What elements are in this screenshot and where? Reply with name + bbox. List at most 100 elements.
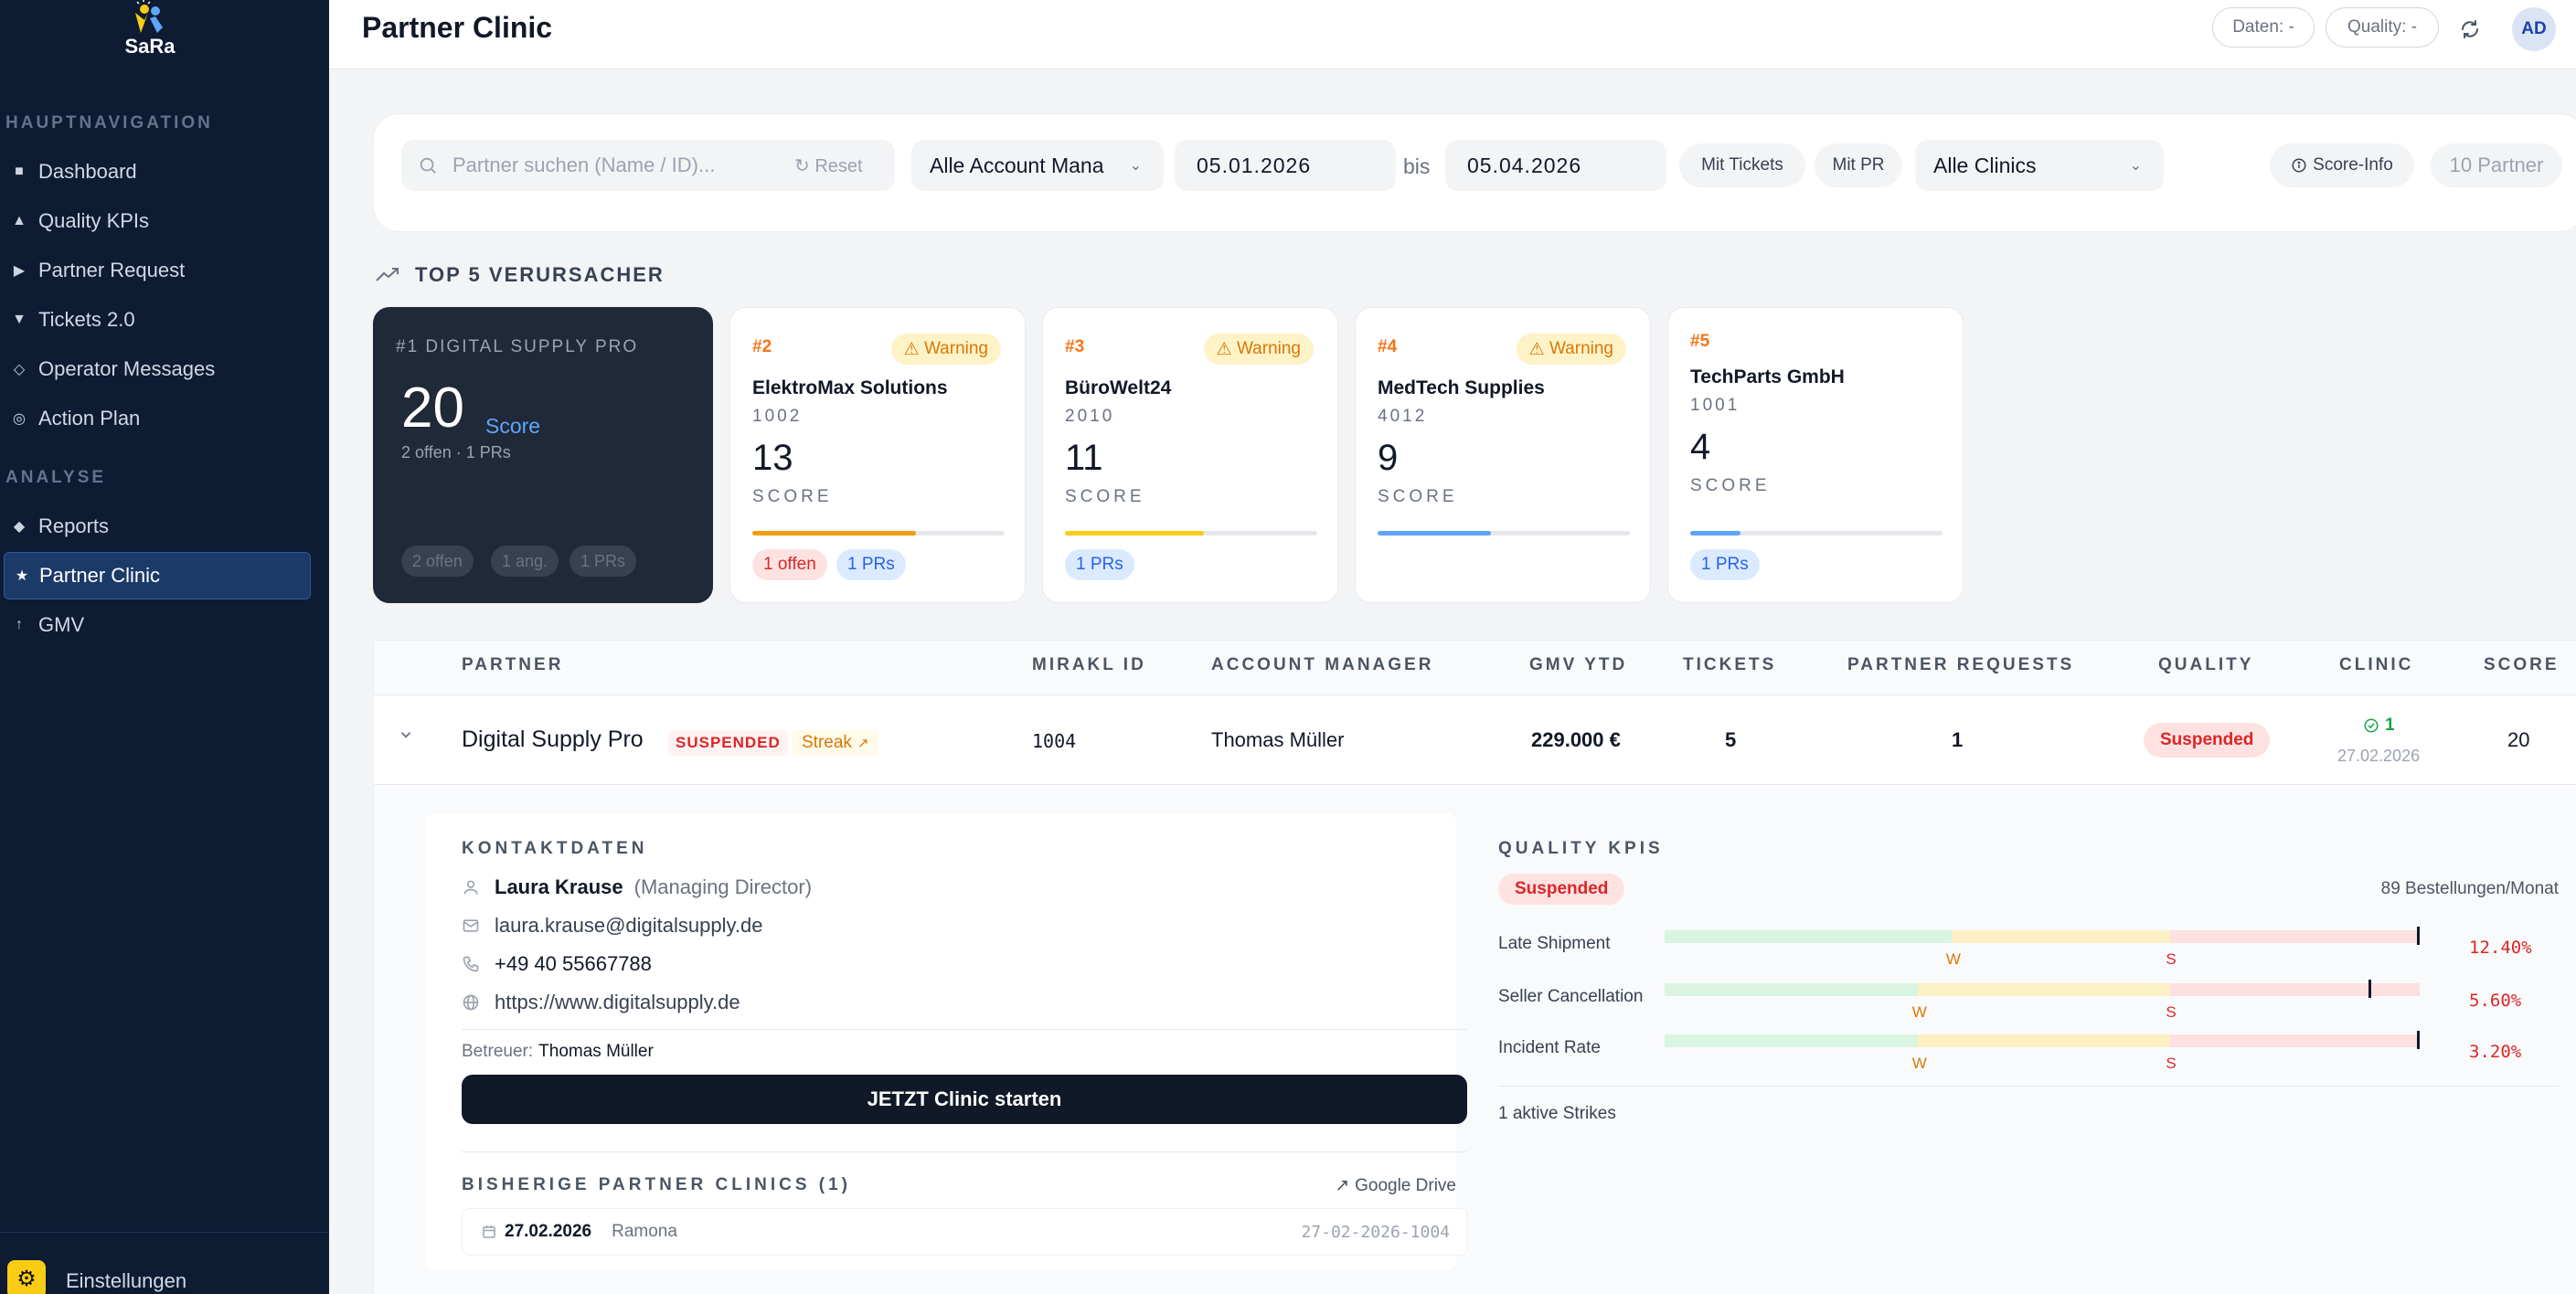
col-quality[interactable]: QUALITY — [2158, 655, 2254, 674]
card-score: 11 — [1065, 438, 1103, 478]
sidebar-item-label: Action Plan — [38, 407, 141, 430]
nav-section-main: HAUPTNAVIGATION — [5, 113, 213, 133]
col-partner-requests[interactable]: PARTNER REQUESTS — [1847, 655, 2075, 674]
kpi-strike-mark: S — [2166, 1055, 2177, 1072]
kpi-yellow-zone — [1917, 1034, 2171, 1047]
trending-up-icon — [376, 268, 399, 281]
sidebar-item-dashboard[interactable]: ■ Dashboard — [0, 148, 311, 196]
logo-text: SaRa — [124, 35, 176, 58]
google-drive-link[interactable]: ↗ Google Drive — [1335, 1175, 1456, 1196]
kpi-value: 3.20% — [2469, 1042, 2522, 1062]
col-score[interactable]: SCORE — [2484, 655, 2560, 674]
card-partner-id: 1002 — [752, 407, 803, 426]
contact-phone[interactable]: +49 40 55667788 — [462, 952, 652, 976]
score-bar — [752, 531, 1005, 536]
warning-label: Warning — [1236, 339, 1301, 358]
kpi-red-zone — [2170, 930, 2420, 943]
row-partner-name[interactable]: Digital Supply Pro — [462, 727, 644, 752]
collapse-chevron-icon[interactable] — [398, 725, 414, 748]
top-card-1[interactable]: #1 DIGITAL SUPPLY PRO 20 Score 2 offen ·… — [373, 307, 713, 603]
top-card-4[interactable]: #4 ⚠ Warning MedTech Supplies 4012 9 SCO… — [1355, 307, 1651, 603]
card-score: 9 — [1378, 438, 1399, 478]
kpi-green-zone — [1665, 983, 1918, 996]
contact-title: KONTAKTDATEN — [462, 839, 648, 858]
clinics-select[interactable]: Alle Clinics ⌄ — [1915, 140, 2164, 191]
score-bar-fill — [1690, 531, 1741, 536]
account-manager-select[interactable]: Alle Account Mana ⌄ — [911, 140, 1164, 191]
sara-logo[interactable]: SaRa — [113, 0, 186, 60]
reset-button[interactable]: ↻ Reset — [794, 154, 863, 177]
clinic-history-row[interactable]: 27.02.2026 Ramona 27-02-2026-1004 — [462, 1208, 1467, 1256]
sidebar-item-quality-kpis[interactable]: ▲ Quality KPIs — [0, 197, 311, 245]
warning-label: Warning — [1549, 339, 1613, 358]
kpi-strike-mark: S — [2166, 1003, 2177, 1021]
contact-website[interactable]: https://www.digitalsupply.de — [462, 991, 740, 1014]
col-tickets[interactable]: TICKETS — [1683, 655, 1777, 674]
col-clinic[interactable]: CLINIC — [2339, 655, 2414, 674]
contact-name: Laura Krause — [495, 875, 623, 898]
diamond-icon: ◆ — [13, 519, 26, 535]
col-mirakl-id[interactable]: MIRAKL ID — [1032, 655, 1146, 674]
start-clinic-button[interactable]: JETZT Clinic starten — [462, 1075, 1467, 1124]
card-score-label: SCORE — [1378, 487, 1458, 506]
col-partner[interactable]: PARTNER — [462, 655, 564, 674]
kpi-label: Seller Cancellation — [1498, 987, 1644, 1006]
card-partner-name: TechParts GmbH — [1690, 366, 1845, 387]
sidebar-item-gmv[interactable]: ↑ GMV — [0, 601, 311, 649]
sidebar-item-label: Operator Messages — [38, 357, 216, 380]
top-card-3[interactable]: #3 ⚠ Warning BüroWelt24 2010 11 SCORE 1 … — [1042, 307, 1338, 603]
table-header: PARTNER MIRAKL ID ACCOUNT MANAGER GMV YT… — [374, 641, 2576, 695]
top-card-2[interactable]: #2 ⚠ Warning ElektroMax Solutions 1002 1… — [729, 307, 1026, 603]
kpi-marker — [2417, 1031, 2420, 1049]
card-score: 4 — [1690, 427, 1711, 467]
row-partner-requests: 1 — [1952, 728, 1964, 751]
top-card-5[interactable]: #5 TechParts GmbH 1001 4 SCORE 1 PRs — [1667, 307, 1964, 603]
sidebar-item-partner-clinic[interactable]: ★ Partner Clinic — [4, 552, 311, 599]
score-info-label: Score-Info — [2313, 155, 2393, 175]
kpi-label: Incident Rate — [1498, 1038, 1601, 1057]
score-info-button[interactable]: Score-Info — [2270, 143, 2414, 187]
score-bar — [1378, 531, 1630, 536]
contact-role: (Managing Director) — [633, 875, 813, 898]
partner-search-input[interactable]: Partner suchen (Name / ID)... ↻ Reset — [401, 140, 895, 191]
nav-section-analysis: ANALYSE — [5, 468, 107, 487]
sidebar-item-action-plan[interactable]: ◎ Action Plan — [0, 395, 311, 442]
col-gmv-ytd[interactable]: GMV YTD — [1529, 655, 1628, 674]
card-rank-name: #1 DIGITAL SUPPLY PRO — [396, 337, 639, 356]
gear-icon[interactable]: ⚙ — [7, 1260, 46, 1294]
sidebar-item-partner-request[interactable]: ▶ Partner Request — [0, 247, 311, 294]
betreuer-value: Thomas Müller — [538, 1042, 654, 1061]
kpi-value: 5.60% — [2469, 991, 2522, 1011]
sidebar-item-operator-messages[interactable]: ◇ Operator Messages — [0, 345, 311, 393]
refresh-icon[interactable] — [2450, 9, 2490, 49]
account-manager-value: Alle Account Mana — [930, 153, 1104, 177]
with-pr-toggle[interactable]: Mit PR — [1815, 143, 1902, 187]
arrow-up-icon: ↑ — [16, 617, 23, 632]
score-bar — [1690, 531, 1943, 536]
logo-figures-icon — [135, 0, 163, 33]
with-tickets-toggle[interactable]: Mit Tickets — [1679, 143, 1805, 187]
clinic-count-value: 1 — [2385, 716, 2395, 735]
date-from-input[interactable]: 05.01.2026 — [1175, 140, 1396, 191]
betreuer-label: Betreuer: — [462, 1042, 534, 1061]
contact-email[interactable]: laura.krause@digitalsupply.de — [462, 914, 762, 938]
partner-details: KONTAKTDATEN Laura Krause (Managing Dire… — [374, 786, 2576, 1294]
streak-link[interactable]: Streak ↗ — [793, 730, 878, 756]
settings-link[interactable]: Einstellungen — [66, 1269, 187, 1292]
quality-status-filter[interactable]: Quality: - — [2326, 7, 2439, 48]
quality-kpis-title: QUALITY KPIS — [1498, 839, 1664, 858]
date-to-input[interactable]: 05.04.2026 — [1445, 140, 1666, 191]
sidebar-item-label: Quality KPIs — [38, 209, 150, 232]
square-icon: ■ — [15, 164, 24, 179]
sidebar-item-reports[interactable]: ◆ Reports — [0, 503, 311, 550]
quality-status-badge: Suspended — [1498, 874, 1625, 905]
quality-status-pill: Suspended — [2144, 723, 2271, 758]
card-partner-name: MedTech Supplies — [1378, 377, 1545, 398]
col-account-manager[interactable]: ACCOUNT MANAGER — [1211, 655, 1434, 674]
calendar-icon — [481, 1224, 497, 1240]
card-score: 20 — [401, 377, 464, 440]
sidebar-item-tickets[interactable]: ▼ Tickets 2.0 — [0, 296, 311, 344]
avatar[interactable]: AD — [2512, 7, 2556, 51]
data-status-filter[interactable]: Daten: - — [2212, 7, 2315, 48]
table-row[interactable]: Digital Supply Pro SUSPENDED Streak ↗ 100… — [374, 695, 2576, 785]
